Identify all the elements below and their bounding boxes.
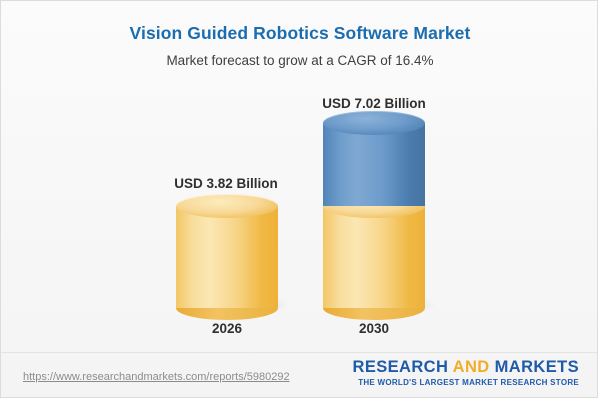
bar-segment-growth-2030 [323,111,425,206]
cylinder-body [323,123,425,206]
cylinder-body [323,206,425,308]
logo-wordmark: RESEARCH AND MARKETS [352,358,580,376]
chart-title: Vision Guided Robotics Software Market [129,23,471,43]
source-url-link[interactable]: https://www.researchandmarkets.com/repor… [23,371,290,383]
logo-tagline: THE WORLD'S LARGEST MARKET RESEARCH STOR… [358,378,579,388]
chart-plot-area: USD 3.82 Billion 2026 USD 7.02 Billion [1,1,597,349]
footer-divider [1,352,597,353]
logo-word-and: AND [452,358,490,376]
research-and-markets-logo[interactable]: RESEARCH AND MARKETS THE WORLD'S LARGEST… [352,358,580,388]
data-label-2026: USD 3.82 Billion [174,176,278,191]
bar-2026[interactable] [176,194,288,320]
bar-segment-base-2026 [176,194,278,320]
cylinder-top-ellipse [176,194,278,218]
logo-word-research: RESEARCH [352,358,449,376]
logo-word-markets: MARKETS [494,358,579,376]
category-label-2026: 2026 [211,321,243,336]
cylinder-body [176,206,278,308]
category-label-2030: 2030 [358,321,390,336]
bar-2030[interactable] [323,111,435,320]
cylinder-top-ellipse [323,111,425,135]
bar-segment-base-2030 [323,194,425,320]
data-label-2030: USD 7.02 Billion [322,96,426,111]
chart-subtitle: Market forecast to grow at a CAGR of 16.… [166,53,434,68]
